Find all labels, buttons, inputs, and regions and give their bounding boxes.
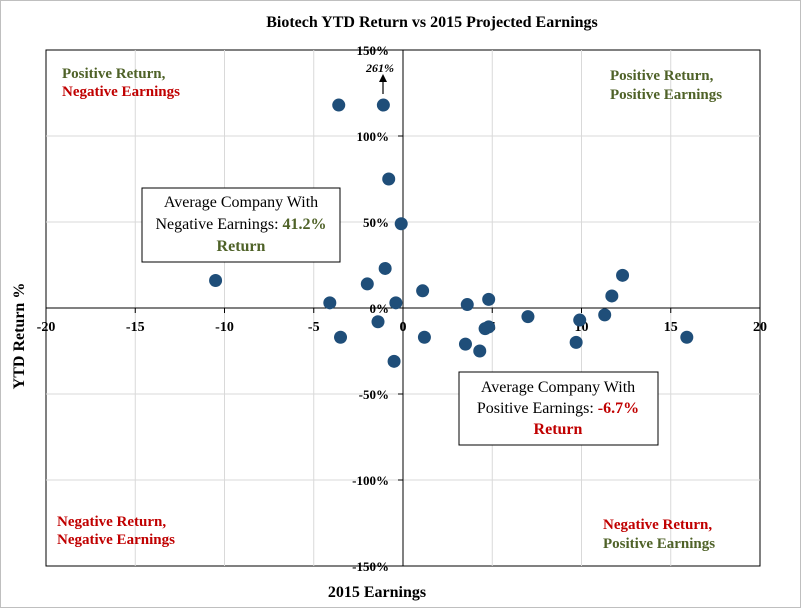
scatter-point	[482, 320, 496, 334]
tick-labels: -20-15-10-505101520-150%-100%-50%0%50%10…	[37, 43, 767, 574]
axes	[45, 49, 761, 567]
scatter-point	[680, 330, 694, 344]
scatter-point	[416, 284, 430, 298]
outlier-label: 261%	[365, 61, 394, 75]
scatter-point	[332, 98, 346, 112]
negative-box-line1: Average Company With	[164, 194, 318, 211]
positive-box-line3: Return	[534, 421, 583, 438]
scatter-point	[573, 313, 587, 327]
y-tick-label: -150%	[352, 559, 389, 574]
quadrant-bottom-left-line1: Negative Return,	[57, 514, 166, 530]
data-points	[209, 98, 694, 368]
scatter-point	[394, 217, 408, 231]
quadrant-labels: Positive Return, Negative Earnings Posit…	[57, 66, 722, 552]
y-tick-label: 100%	[357, 129, 390, 144]
quadrant-bottom-left-line2: Negative Earnings	[57, 532, 175, 548]
scatter-point	[458, 337, 472, 351]
scatter-point	[323, 296, 337, 310]
quadrant-top-left-line1: Positive Return,	[62, 66, 166, 82]
scatter-point	[378, 261, 392, 275]
x-axis-label: 2015 Earnings	[328, 584, 426, 601]
quadrant-bottom-right-line1: Negative Return,	[603, 517, 712, 533]
x-tick-label: -10	[215, 320, 234, 335]
x-tick-label: -20	[37, 320, 56, 335]
scatter-point	[360, 277, 374, 291]
scatter-point	[605, 289, 619, 303]
scatter-point	[521, 310, 535, 324]
negative-earnings-average-box: Average Company With Negative Earnings: …	[141, 187, 341, 263]
quadrant-top-right-line2: Positive Earnings	[610, 87, 722, 103]
scatter-point	[209, 273, 223, 287]
scatter-point	[473, 344, 487, 358]
positive-earnings-average-box: Average Company With Positive Earnings: …	[458, 371, 659, 446]
x-tick-label: -5	[308, 320, 320, 335]
y-tick-label: 150%	[357, 43, 390, 58]
chart-title: Biotech YTD Return vs 2015 Projected Ear…	[266, 14, 598, 31]
scatter-point	[389, 296, 403, 310]
quadrant-bottom-right-line2: Positive Earnings	[603, 536, 715, 552]
x-tick-label: -15	[126, 320, 145, 335]
y-tick-label: 0%	[370, 301, 390, 316]
scatter-point	[598, 308, 612, 322]
quadrant-top-left-line2: Negative Earnings	[62, 84, 180, 100]
outlier-arrow	[379, 74, 387, 94]
negative-box-prefix: Negative Earnings:	[155, 216, 282, 233]
y-tick-label: -50%	[359, 387, 389, 402]
positive-box-line1: Average Company With	[481, 379, 635, 396]
scatter-point	[569, 335, 583, 349]
positive-box-prefix: Positive Earnings:	[477, 400, 598, 417]
scatter-point	[387, 354, 401, 368]
negative-box-value: 41.2%	[283, 216, 327, 233]
y-axis-label: YTD Return %	[11, 283, 28, 390]
quadrant-top-right-line1: Positive Return,	[610, 68, 714, 84]
scatter-point	[376, 98, 390, 112]
arrow-head-icon	[379, 74, 387, 82]
scatter-point	[382, 172, 396, 186]
scatter-point	[371, 315, 385, 329]
x-tick-label: 20	[753, 320, 767, 335]
scatter-point	[482, 292, 496, 306]
scatter-point	[460, 298, 474, 312]
scatter-point	[417, 330, 431, 344]
y-tick-label: -100%	[352, 473, 389, 488]
negative-box-line2: Negative Earnings: 41.2%	[155, 216, 326, 233]
positive-box-line2: Positive Earnings: -6.7%	[477, 400, 639, 417]
x-tick-label: 15	[664, 320, 678, 335]
x-tick-label: 0	[400, 320, 407, 335]
scatter-point	[334, 330, 348, 344]
scatter-point	[616, 268, 630, 282]
positive-box-value: -6.7%	[598, 400, 639, 417]
negative-box-line3: Return	[217, 238, 266, 255]
y-tick-label: 50%	[363, 215, 389, 230]
